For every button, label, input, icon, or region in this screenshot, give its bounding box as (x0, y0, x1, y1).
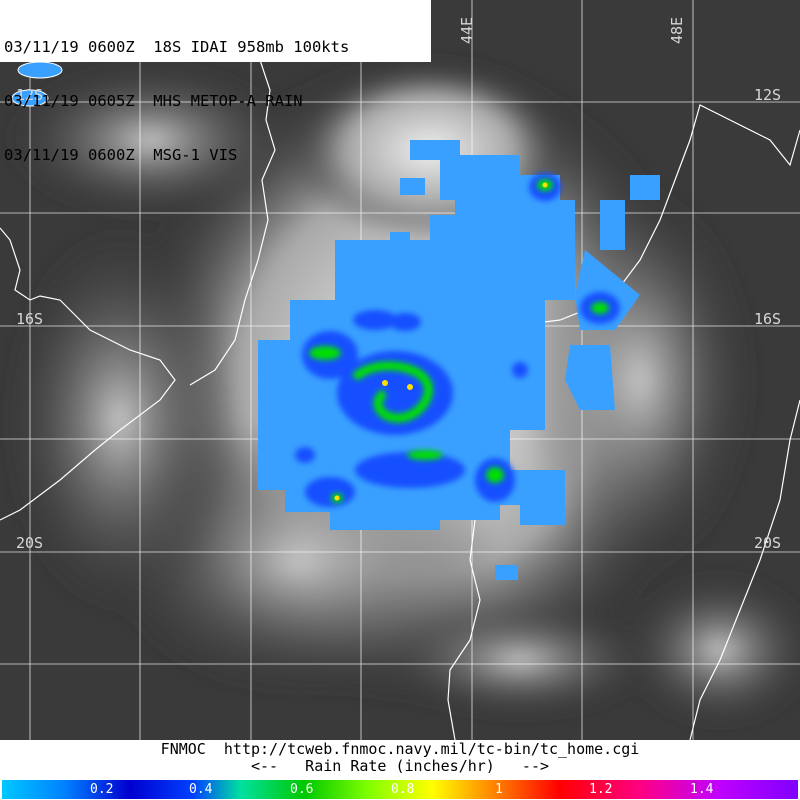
lon-label-44e: 44E (458, 16, 476, 44)
lat-label-16s-left: 16S (16, 310, 44, 328)
lat-lon-grid (0, 0, 800, 740)
colorbar-tick-1-4: 1.4 (690, 782, 714, 797)
satellite-map (0, 0, 800, 740)
rain-swath-heavy (309, 179, 609, 503)
rain-swath-peak (334, 182, 548, 501)
lat-label-12s-left: 12S (16, 86, 44, 104)
header-line-storm: 03/11/19 0600Z 18S IDAI 958mb 100kts (4, 38, 350, 56)
colorbar-tick-0-6: 0.6 (290, 782, 314, 797)
lat-label-20s-right: 20S (754, 534, 782, 552)
coastlines (0, 59, 800, 740)
rain-rate-colorbar (2, 780, 798, 799)
rain-swath-nw (11, 61, 63, 107)
header-line-sensor: 03/11/19 0605Z MHS METOP-A RAIN (4, 92, 303, 110)
rain-swath-light (258, 140, 660, 580)
colorbar-tick-1: 1 (495, 782, 503, 797)
colorbar-tick-0-2: 0.2 (90, 782, 114, 797)
lon-label-48e: 48E (668, 16, 686, 44)
lat-label-16s-right: 16S (754, 310, 782, 328)
footer-url: FNMOC http://tcweb.fnmoc.navy.mil/tc-bin… (160, 740, 640, 758)
lat-label-12s-right: 12S (754, 86, 782, 104)
colorbar-tick-0-4: 0.4 (189, 782, 213, 797)
lat-label-20s-left: 20S (16, 534, 44, 552)
colorbar-tick-0-8: 0.8 (391, 782, 415, 797)
header-line-background: 03/11/19 0600Z MSG-1 VIS (4, 146, 238, 164)
header-box: 03/11/19 0600Z 18S IDAI 958mb 100kts 03/… (0, 0, 431, 164)
colorbar-tick-1-2: 1.2 (589, 782, 613, 797)
footer-legend-title: <-- Rain Rate (inches/hr) --> (250, 757, 549, 775)
